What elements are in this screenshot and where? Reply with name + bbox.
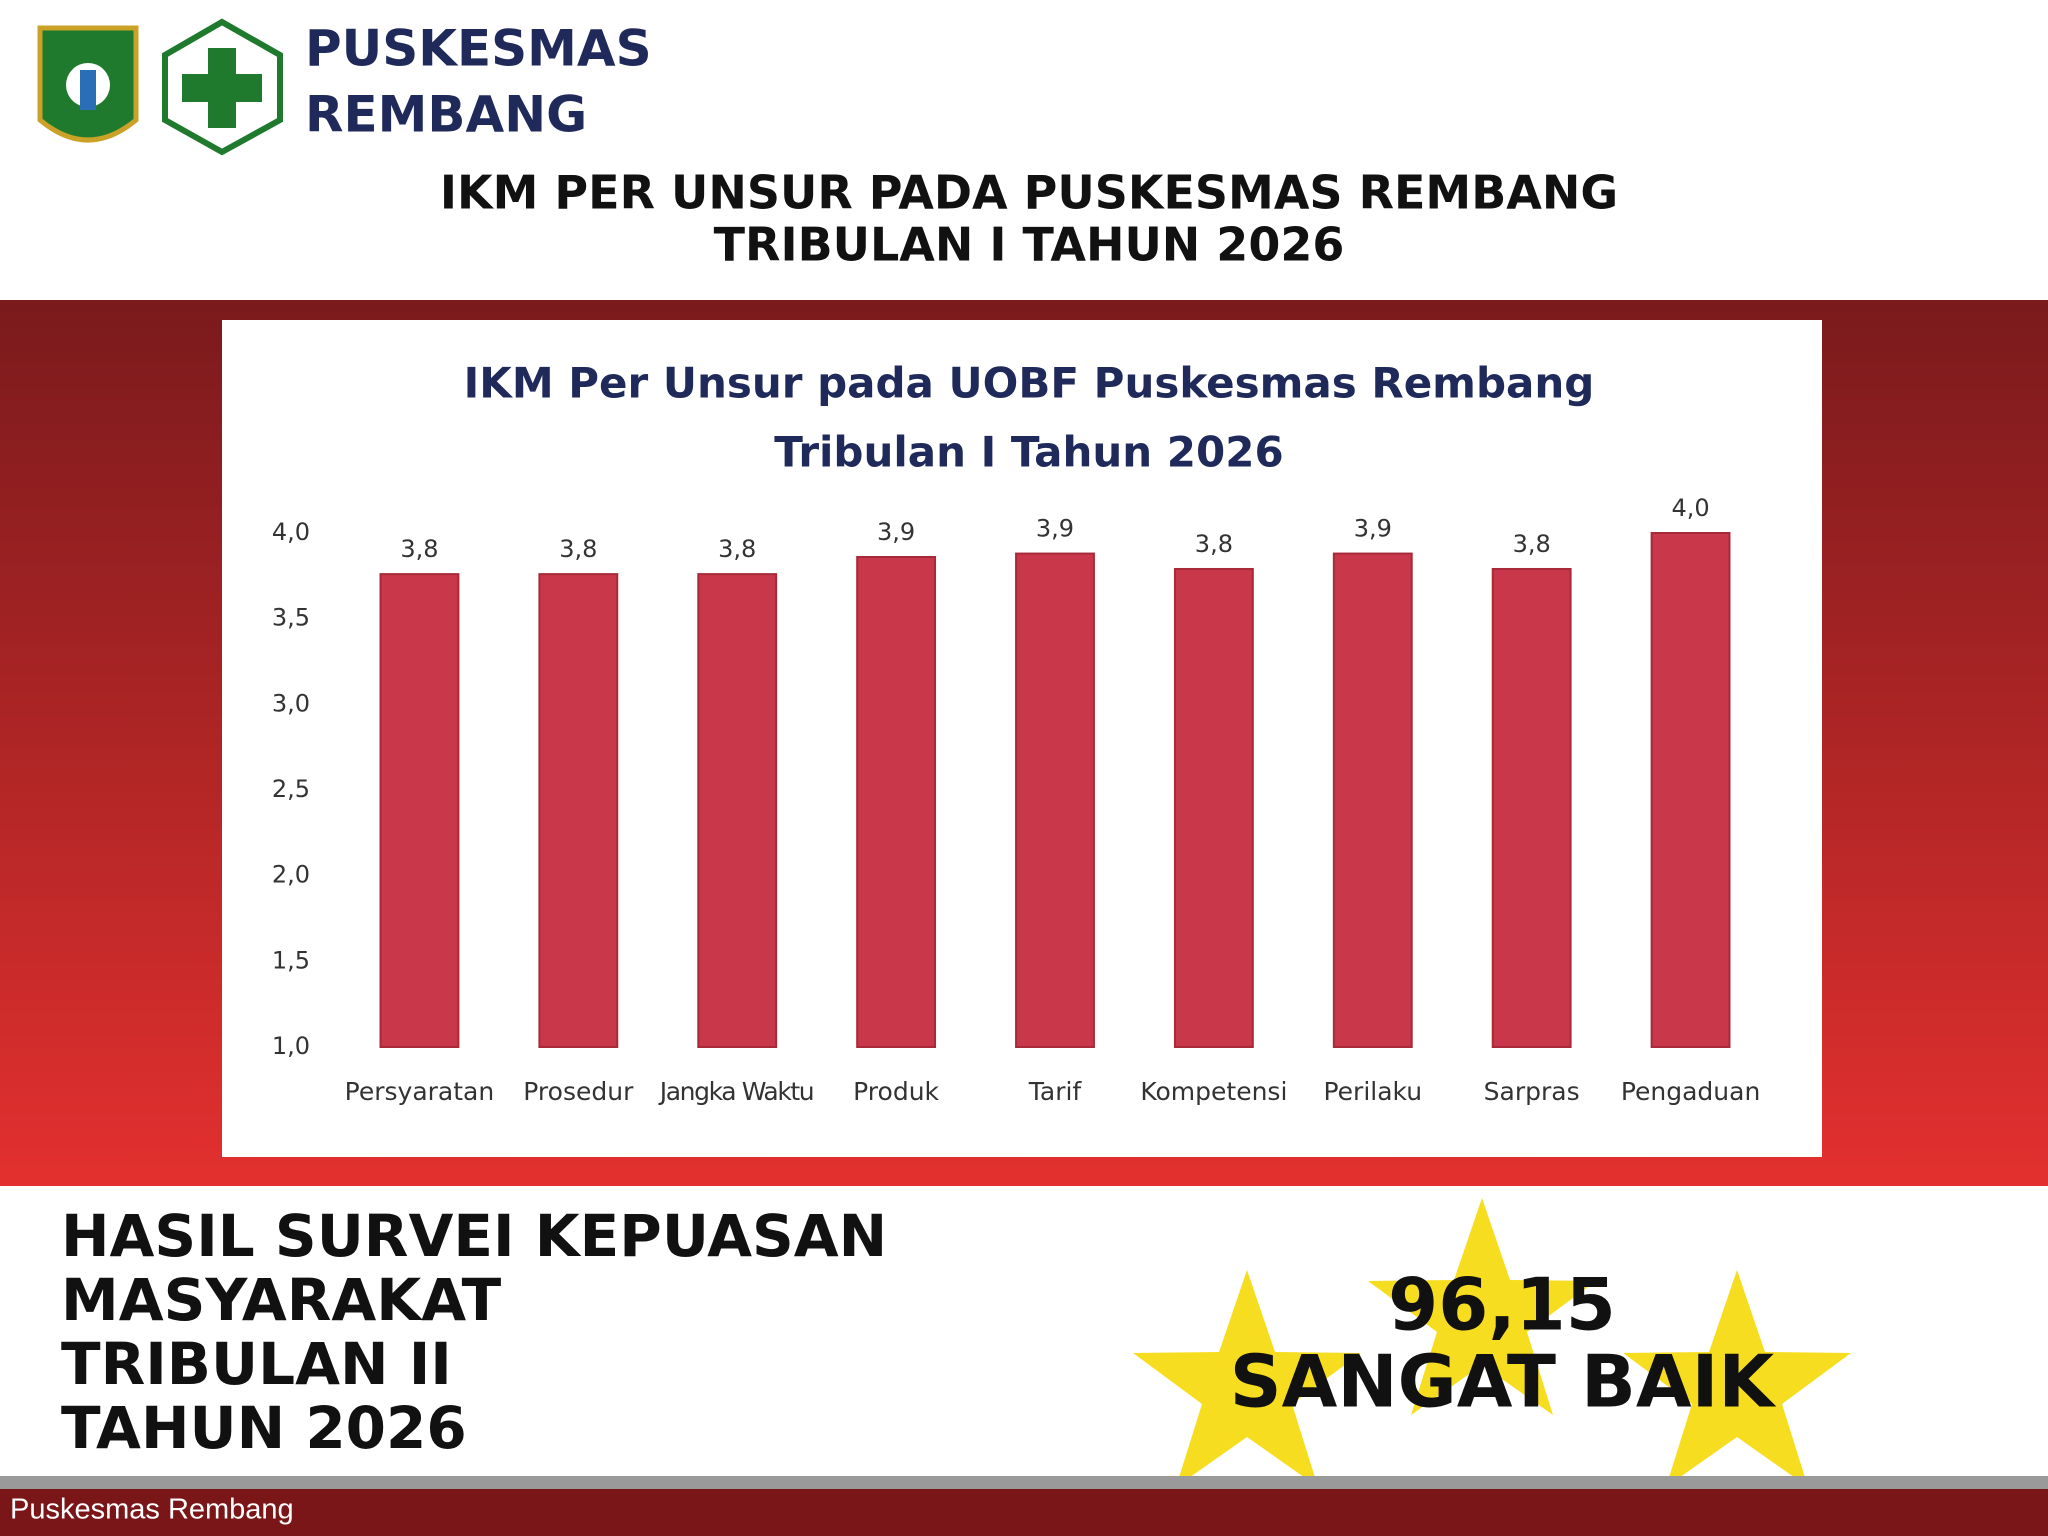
footer-stripe [0,1476,2048,1489]
value-label: 3,9 [877,518,915,546]
y-tick-label: 4,0 [272,518,310,546]
bar [1332,552,1413,1048]
page-title: TRIBULAN I TAHUN 2026 [714,218,1345,272]
y-tick-label: 3,0 [272,689,310,717]
x-tick-label: Prosedur [523,1077,634,1106]
puskesmas-logo [162,18,283,156]
x-tick-label: Jangka Waktu [658,1077,815,1106]
footer-bar [0,1489,2048,1536]
y-tick-label: 3,5 [272,604,310,632]
chart-title: IKM Per Unsur pada UOBF Puskesmas Remban… [464,359,1595,408]
bar [1015,552,1095,1048]
bar [856,555,937,1049]
bar [697,573,778,1048]
value-label: 4,0 [1671,494,1709,522]
page-title: IKM PER UNSUR PADA PUSKESMAS REMBANG [440,166,1618,220]
value-label: 3,9 [1036,515,1074,543]
bar [538,573,619,1048]
x-tick-label: Sarpras [1484,1077,1580,1106]
y-tick-label: 1,5 [272,946,310,974]
summary-line: MASYARAKAT [61,1266,502,1334]
x-tick-label: Tarif [1028,1077,1083,1106]
x-tick-label: Produk [853,1077,939,1106]
x-tick-label: Persyaratan [345,1077,495,1106]
summary-line: TAHUN 2026 [61,1394,467,1462]
brand-line: REMBANG [305,86,587,144]
footer-text: Puskesmas Rembang [10,1494,294,1526]
value-label: 3,8 [1513,530,1551,558]
plot: 1,0 1,5 2,0 2,5 3,0 3,5 4,0 Persyaratan 3,8 Prose… [272,494,1760,1106]
summary-line: TRIBULAN II [61,1330,452,1398]
bar [1173,567,1254,1048]
score: 96,15 [1388,1263,1616,1347]
y-tick-label: 1,0 [272,1032,310,1060]
rating: SANGAT BAIK [1230,1340,1777,1424]
value-label: 3,8 [400,535,438,563]
x-tick-label: Perilaku [1323,1077,1422,1106]
bar [379,573,460,1048]
y-tick-label: 2,5 [272,775,310,803]
x-tick-label: Pengaduan [1621,1077,1760,1106]
value-label: 3,8 [1195,530,1233,558]
bar [1650,532,1731,1048]
x-tick-label: Kompetensi [1140,1077,1287,1106]
regency-logo [37,25,139,143]
y-tick-label: 2,0 [272,861,310,889]
value-label: 3,8 [559,535,597,563]
value-label: 3,9 [1354,515,1392,543]
bar [1491,567,1572,1048]
value-label: 3,8 [718,535,756,563]
brand-line: PUSKESMAS [305,20,652,78]
chart-subtitle: Tribulan I Tahun 2026 [774,428,1283,477]
summary-line: HASIL SURVEI KEPUASAN [61,1202,887,1270]
